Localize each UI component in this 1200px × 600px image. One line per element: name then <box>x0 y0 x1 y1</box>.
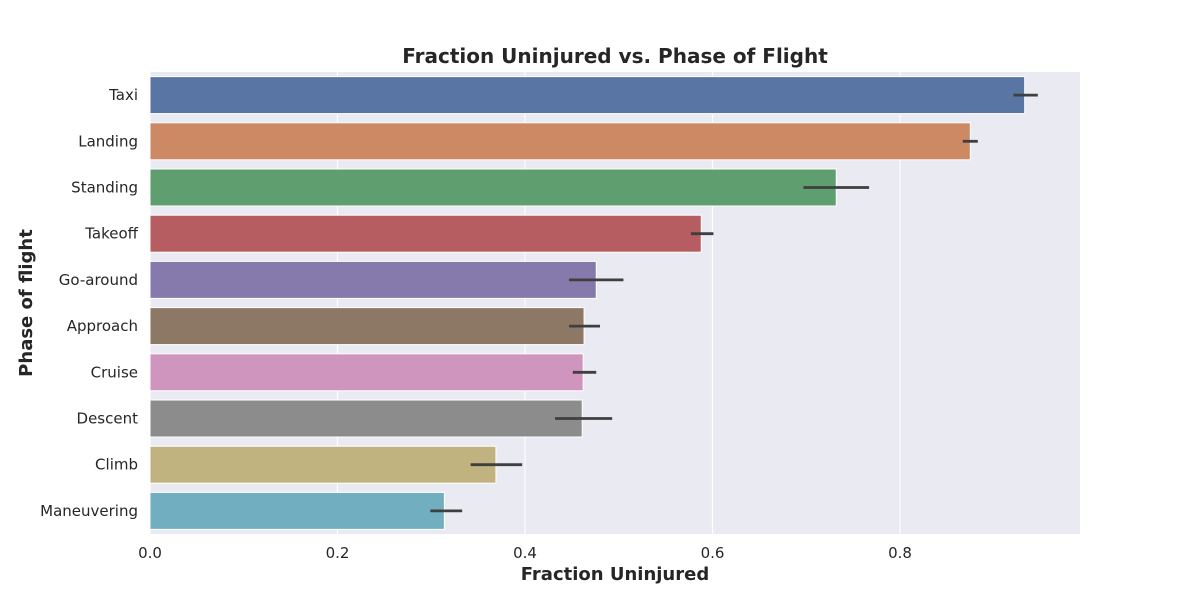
y-tick-label: Takeoff <box>84 225 138 243</box>
y-axis-label: Phase of flight <box>16 229 37 377</box>
y-tick-label: Maneuvering <box>40 502 138 520</box>
bars <box>149 76 1026 530</box>
x-tick-labels: 0.0 0.2 0.4 0.6 0.8 <box>138 544 912 562</box>
y-tick-label: Go-around <box>59 271 138 289</box>
x-axis-label: Fraction Uninjured <box>521 564 709 585</box>
bar <box>149 122 971 161</box>
bar <box>149 445 497 484</box>
y-tick-label: Landing <box>78 132 138 150</box>
error-bars <box>430 93 1038 513</box>
bar <box>149 353 584 392</box>
x-tick-label: 0.8 <box>888 544 912 562</box>
bar <box>149 168 837 207</box>
x-tick-label: 0.4 <box>513 544 537 562</box>
y-tick-label: Approach <box>67 317 138 335</box>
y-tick-label: Descent <box>77 410 139 428</box>
x-tick-label: 0.2 <box>326 544 350 562</box>
bar <box>149 491 445 530</box>
bar <box>149 307 585 346</box>
y-tick-label: Climb <box>95 456 138 474</box>
y-tick-label: Cruise <box>91 363 138 381</box>
x-tick-label: 0.6 <box>701 544 725 562</box>
y-tick-label: Standing <box>71 179 138 197</box>
bar <box>149 76 1026 115</box>
chart-title: Fraction Uninjured vs. Phase of Flight <box>402 44 828 68</box>
y-tick-labels: Taxi Landing Standing Takeoff Go-around Appro… <box>40 86 139 520</box>
bar <box>149 214 702 253</box>
y-tick-label: Taxi <box>108 86 138 104</box>
x-tick-label: 0.0 <box>138 544 162 562</box>
bar <box>149 399 583 438</box>
bar <box>149 260 597 299</box>
